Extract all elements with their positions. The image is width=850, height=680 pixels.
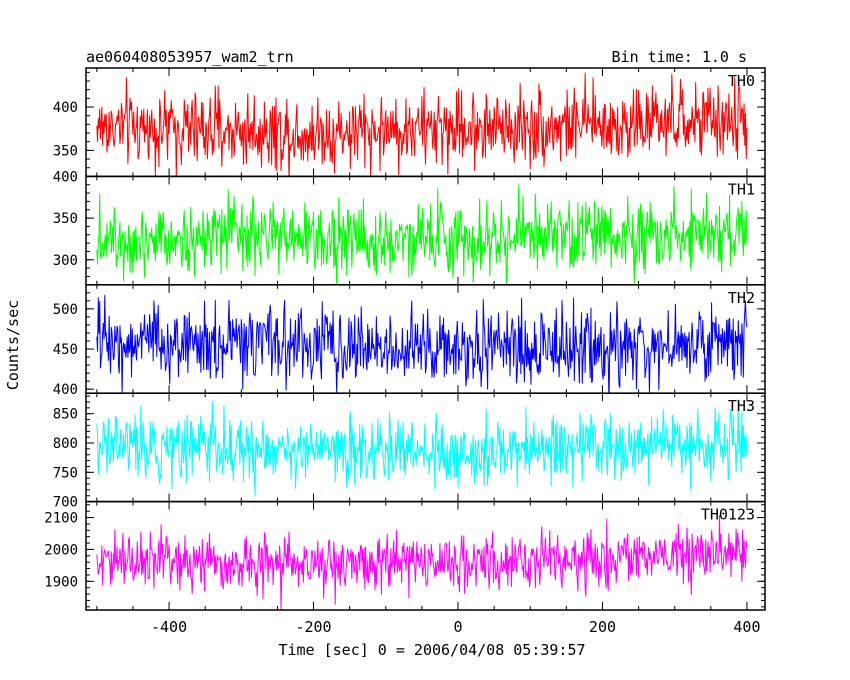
series-th3 (96, 399, 748, 497)
y-tick-label: 350 (53, 143, 78, 159)
y-tick-label: 700 (53, 495, 78, 511)
panel-th0: 350 400 TH0 (53, 67, 766, 178)
x-axis: -400 -200 0 200 400 (151, 618, 760, 636)
y-tick-label: 800 (53, 436, 78, 452)
bin-time-label: Bin time: 1.0 s (612, 48, 747, 66)
panel-th0123: 1900 2000 2100 TH0123 (44, 500, 766, 611)
chart-title: ae060408053957_wam2_trn (86, 48, 294, 66)
y-tick-label: 450 (53, 342, 78, 358)
x-tick-label: -200 (295, 618, 331, 636)
panel-label: TH1 (728, 180, 755, 198)
panel-th2: 400 450 500 TH2 (53, 284, 766, 398)
panel-label: TH3 (728, 397, 755, 415)
y-tick-label: 300 (53, 253, 78, 269)
panel-label: TH0 (728, 72, 755, 90)
x-tick-label: 400 (733, 618, 760, 636)
y-tick-label: 850 (53, 407, 78, 423)
panel-label: TH0123 (701, 506, 755, 524)
x-axis-label: Time [sec] 0 = 2006/04/08 05:39:57 (278, 641, 585, 659)
panels: 350 400 TH0 300 350 400 TH1 400 450 500 TH2 700 750 8… (44, 67, 766, 611)
panel-th1: 300 350 400 TH1 (53, 169, 766, 286)
y-tick-label: 2000 (44, 542, 78, 558)
y-tick-label: 400 (53, 382, 78, 398)
y-tick-label: 2100 (44, 511, 78, 527)
x-tick-label: 200 (589, 618, 616, 636)
y-axis-label: Counts/sec (4, 300, 22, 390)
x-tick-label: 0 (453, 618, 462, 636)
y-tick-label: 500 (53, 302, 78, 318)
panel-th3: 700 750 800 850 TH3 (53, 392, 766, 511)
series-th1 (96, 184, 748, 285)
series-th0 (96, 72, 748, 177)
y-tick-label: 1900 (44, 574, 78, 590)
series-th2 (96, 295, 748, 394)
panel-label: TH2 (728, 289, 755, 307)
x-tick-label: -400 (151, 618, 187, 636)
y-tick-label: 750 (53, 465, 78, 481)
y-tick-label: 400 (53, 169, 78, 185)
series-th0123 (96, 514, 748, 610)
y-tick-label: 400 (53, 100, 78, 116)
y-tick-label: 350 (53, 211, 78, 227)
